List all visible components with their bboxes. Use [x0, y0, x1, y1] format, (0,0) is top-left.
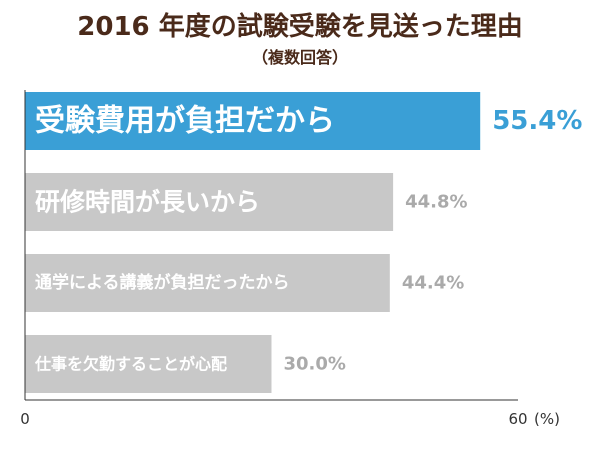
bar-label-2: 研修時間が長いから: [35, 188, 260, 217]
x-tick-label-0: 0: [20, 410, 30, 428]
value-label-1: 55.4%: [492, 106, 582, 136]
value-label-2: 44.8%: [405, 192, 467, 213]
value-label-4: 30.0%: [284, 354, 346, 375]
bar-1: [25, 92, 481, 150]
chart-subtitle: （複数回答）: [251, 48, 348, 67]
chart-title: 2016 年度の試験受験を見送った理由: [77, 12, 523, 42]
bar-label-4: 仕事を欠勤することが心配: [34, 355, 227, 374]
x-axis-unit: (%): [534, 410, 560, 428]
bar-label-1: 受験費用が負担だから: [35, 104, 335, 139]
bar-4: [25, 335, 272, 393]
bar-3: [25, 254, 390, 312]
bar-label-3: 通学による講義が負担だったから: [35, 272, 290, 293]
bar-2: [25, 173, 394, 231]
value-label-3: 44.4%: [402, 273, 464, 294]
x-tick-label-60: 60: [508, 410, 527, 428]
